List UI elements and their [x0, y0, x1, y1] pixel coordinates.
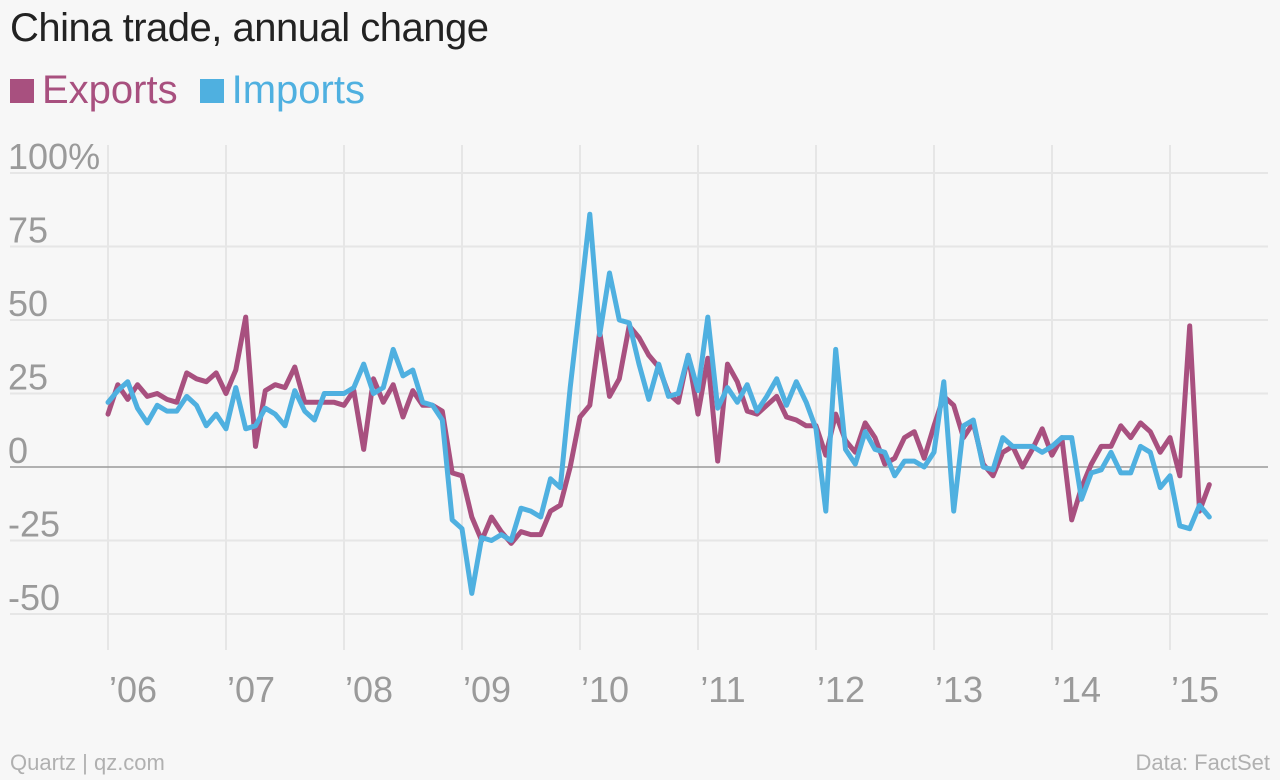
footer-credit: Quartz | qz.com — [10, 750, 165, 775]
y-tick-label: 25 — [8, 357, 48, 398]
chart-title: China trade, annual change — [10, 6, 489, 50]
y-tick-label: 50 — [8, 283, 48, 324]
y-tick-label: -50 — [8, 577, 60, 618]
x-tick-label: ’13 — [935, 669, 983, 710]
legend-label-imports: Imports — [231, 68, 365, 112]
x-tick-label: ’12 — [817, 669, 865, 710]
x-tick-label: ’08 — [345, 669, 393, 710]
x-tick-label: ’10 — [581, 669, 629, 710]
x-tick-label: ’09 — [463, 669, 511, 710]
series-line-exports — [105, 314, 1212, 546]
legend-item-exports: Exports — [10, 68, 178, 113]
legend: Exports Imports — [10, 68, 387, 113]
x-tick-label: ’07 — [227, 669, 275, 710]
x-tick-label: ’06 — [109, 669, 157, 710]
line-chart: ’06 ’07 ’08 ’09 ’10 ’11 ’12 ’13 ’14 ’15 100% 75 50 25… — [8, 136, 1268, 710]
y-tick-label: 0 — [8, 430, 28, 471]
y-tick-label: 75 — [8, 210, 48, 251]
legend-label-exports: Exports — [42, 68, 178, 112]
series-line-imports — [105, 211, 1212, 596]
y-tick-label: -25 — [8, 504, 60, 545]
legend-item-imports: Imports — [199, 68, 365, 113]
footer-source: Data: FactSet — [1135, 750, 1270, 775]
legend-swatch-imports — [199, 78, 224, 103]
x-tick-label: ’15 — [1171, 669, 1219, 710]
x-tick-label: ’14 — [1053, 669, 1101, 710]
y-tick-label: 100% — [8, 136, 100, 177]
x-tick-label: ’11 — [700, 669, 745, 710]
legend-swatch-exports — [10, 78, 34, 103]
